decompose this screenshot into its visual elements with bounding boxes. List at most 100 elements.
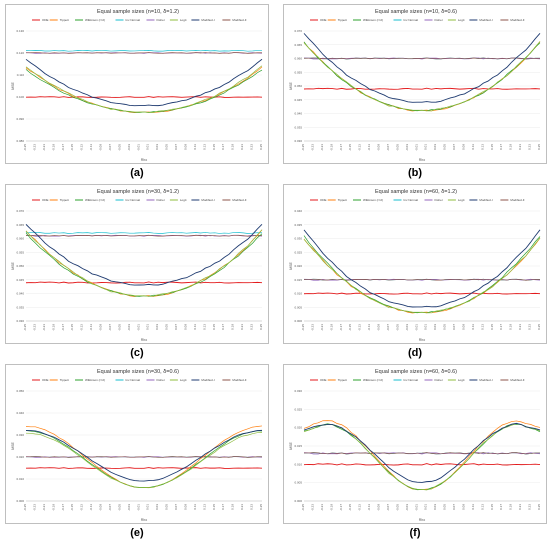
x-tick-label: -0.03	[127, 504, 131, 511]
x-tick-label: 0.05	[443, 144, 447, 150]
x-tick-label: -0.05	[117, 144, 121, 151]
x-tick-label: -0.03	[127, 144, 131, 151]
x-tick-label: -0.25	[301, 504, 305, 511]
x-tick-label: 0.19	[509, 324, 513, 330]
x-tick-label: -0.07	[108, 144, 112, 151]
y-tick-label: 0.040	[294, 209, 302, 213]
x-tick-label: -0.11	[89, 144, 93, 151]
x-tick-label: 0.19	[231, 144, 235, 150]
x-tick-label: -0.03	[405, 504, 409, 511]
series-line-modified-i	[25, 224, 263, 286]
caption-a: (a)	[130, 167, 144, 179]
series-line-modified-f	[303, 452, 541, 455]
legend-label: Fisher	[157, 198, 165, 202]
y-tick-label: 0.070	[294, 29, 302, 33]
x-tick-label: -0.01	[414, 504, 418, 511]
x-tick-label: 0.19	[509, 504, 513, 510]
chart-title: Equal sample sizes (n=60, δ=0.6)	[375, 369, 457, 375]
y-tick-label: 0.045	[16, 278, 24, 282]
x-tick-label: 0.05	[443, 324, 447, 330]
x-tick-label: 0.07	[174, 144, 178, 150]
y-tick-label: 0.120	[16, 51, 24, 55]
legend-label: Modified-I	[201, 378, 214, 382]
x-tick-label: -0.07	[386, 504, 390, 511]
series-line-tippett	[303, 420, 541, 490]
series-line-wilkinson-r-2-	[25, 69, 263, 113]
chart-a-svg: Equal sample sizes (n=10, δ=1.2) ODE Tippe…	[11, 9, 263, 162]
x-tick-label: -0.05	[117, 324, 121, 331]
x-tick-label: -0.05	[395, 504, 399, 511]
y-tick-label: 0.025	[294, 250, 302, 254]
x-tick-label: 0.21	[518, 324, 522, 330]
x-axis-label: Rho	[419, 158, 425, 162]
x-tick-label: 0.15	[490, 144, 494, 150]
legend-label: Modified-F	[232, 18, 246, 22]
x-tick-label: 0.13	[202, 504, 206, 510]
x-tick-label: -0.01	[414, 324, 418, 331]
legend-label: Wilkinson (r=2)	[363, 198, 383, 202]
legend-label: Modified-F	[510, 198, 524, 202]
x-tick-label: 0.21	[240, 324, 244, 330]
legend-label: Modified-I	[201, 198, 214, 202]
x-tick-label: 0.23	[250, 504, 254, 510]
x-tick-label: 0.25	[259, 324, 263, 330]
x-tick-label: -0.09	[99, 144, 103, 151]
legend-label: Modified-F	[232, 378, 246, 382]
x-tick-label: -0.21	[42, 144, 46, 151]
legend-label: Inv Normal	[126, 378, 141, 382]
x-tick-label: 0.11	[193, 504, 197, 510]
series-line-inv-normal	[25, 232, 263, 234]
legend-label: Inv Normal	[126, 18, 141, 22]
x-tick-label: 0.09	[461, 504, 465, 510]
series-line-logit	[303, 423, 541, 491]
y-tick-label: 0.030	[16, 433, 24, 437]
legend-label: Modified-I	[479, 198, 492, 202]
x-tick-label: -0.17	[61, 504, 65, 511]
legend-label: Tippett	[338, 18, 347, 22]
x-tick-label: 0.15	[212, 324, 216, 330]
y-tick-label: 0.080	[16, 139, 24, 143]
legend-label: Logit	[458, 378, 465, 382]
legend-label: ODE	[42, 198, 49, 202]
legend-label: Logit	[180, 378, 187, 382]
x-tick-label: -0.01	[136, 144, 140, 151]
x-axis-label: Rho	[419, 338, 425, 342]
legend-label: Modified-I	[479, 18, 492, 22]
series-line-ode	[25, 96, 263, 98]
x-tick-label: 0.25	[537, 324, 541, 330]
legend-label: Fisher	[435, 18, 443, 22]
x-tick-label: -0.19	[329, 144, 333, 151]
x-tick-label: 0.25	[537, 504, 541, 510]
y-tick-label: 0.060	[294, 57, 302, 61]
x-tick-label: 0.11	[471, 504, 475, 510]
y-tick-label: 0.045	[294, 98, 302, 102]
chart-panel-d: Equal sample sizes (n=60, δ=1.2) ODE Tippe…	[283, 184, 547, 344]
series-line-logit	[25, 229, 263, 297]
series-line-modified-i	[303, 422, 541, 483]
x-tick-label: 0.03	[155, 144, 159, 150]
caption-d: (d)	[407, 347, 423, 359]
chart-title: Equal sample sizes (n=30, δ=1.2)	[97, 189, 179, 195]
x-tick-label: 0.05	[443, 504, 447, 510]
x-tick-label: -0.21	[320, 324, 324, 331]
x-tick-label: -0.19	[329, 324, 333, 331]
x-tick-label: -0.19	[51, 324, 55, 331]
x-tick-label: -0.11	[367, 504, 371, 511]
series-line-ode	[25, 467, 263, 469]
series-line-modified-f	[25, 52, 263, 54]
legend-label: Fisher	[157, 378, 165, 382]
x-tick-label: -0.03	[127, 324, 131, 331]
chart-c-svg: Equal sample sizes (n=30, δ=1.2) ODE Tippe…	[11, 189, 263, 342]
x-tick-label: 0.05	[165, 144, 169, 150]
x-tick-label: -0.25	[23, 504, 27, 511]
x-tick-label: 0.19	[509, 144, 513, 150]
legend-label: Logit	[180, 18, 187, 22]
legend-label: Modified-F	[510, 18, 524, 22]
x-tick-label: 0.11	[471, 324, 475, 330]
x-tick-label: 0.09	[183, 324, 187, 330]
x-tick-label: 0.15	[490, 324, 494, 330]
legend-label: Modified-F	[510, 378, 524, 382]
legend-label: Tippett	[60, 378, 69, 382]
x-tick-label: -0.23	[310, 144, 314, 151]
x-tick-label: 0.01	[424, 324, 428, 330]
